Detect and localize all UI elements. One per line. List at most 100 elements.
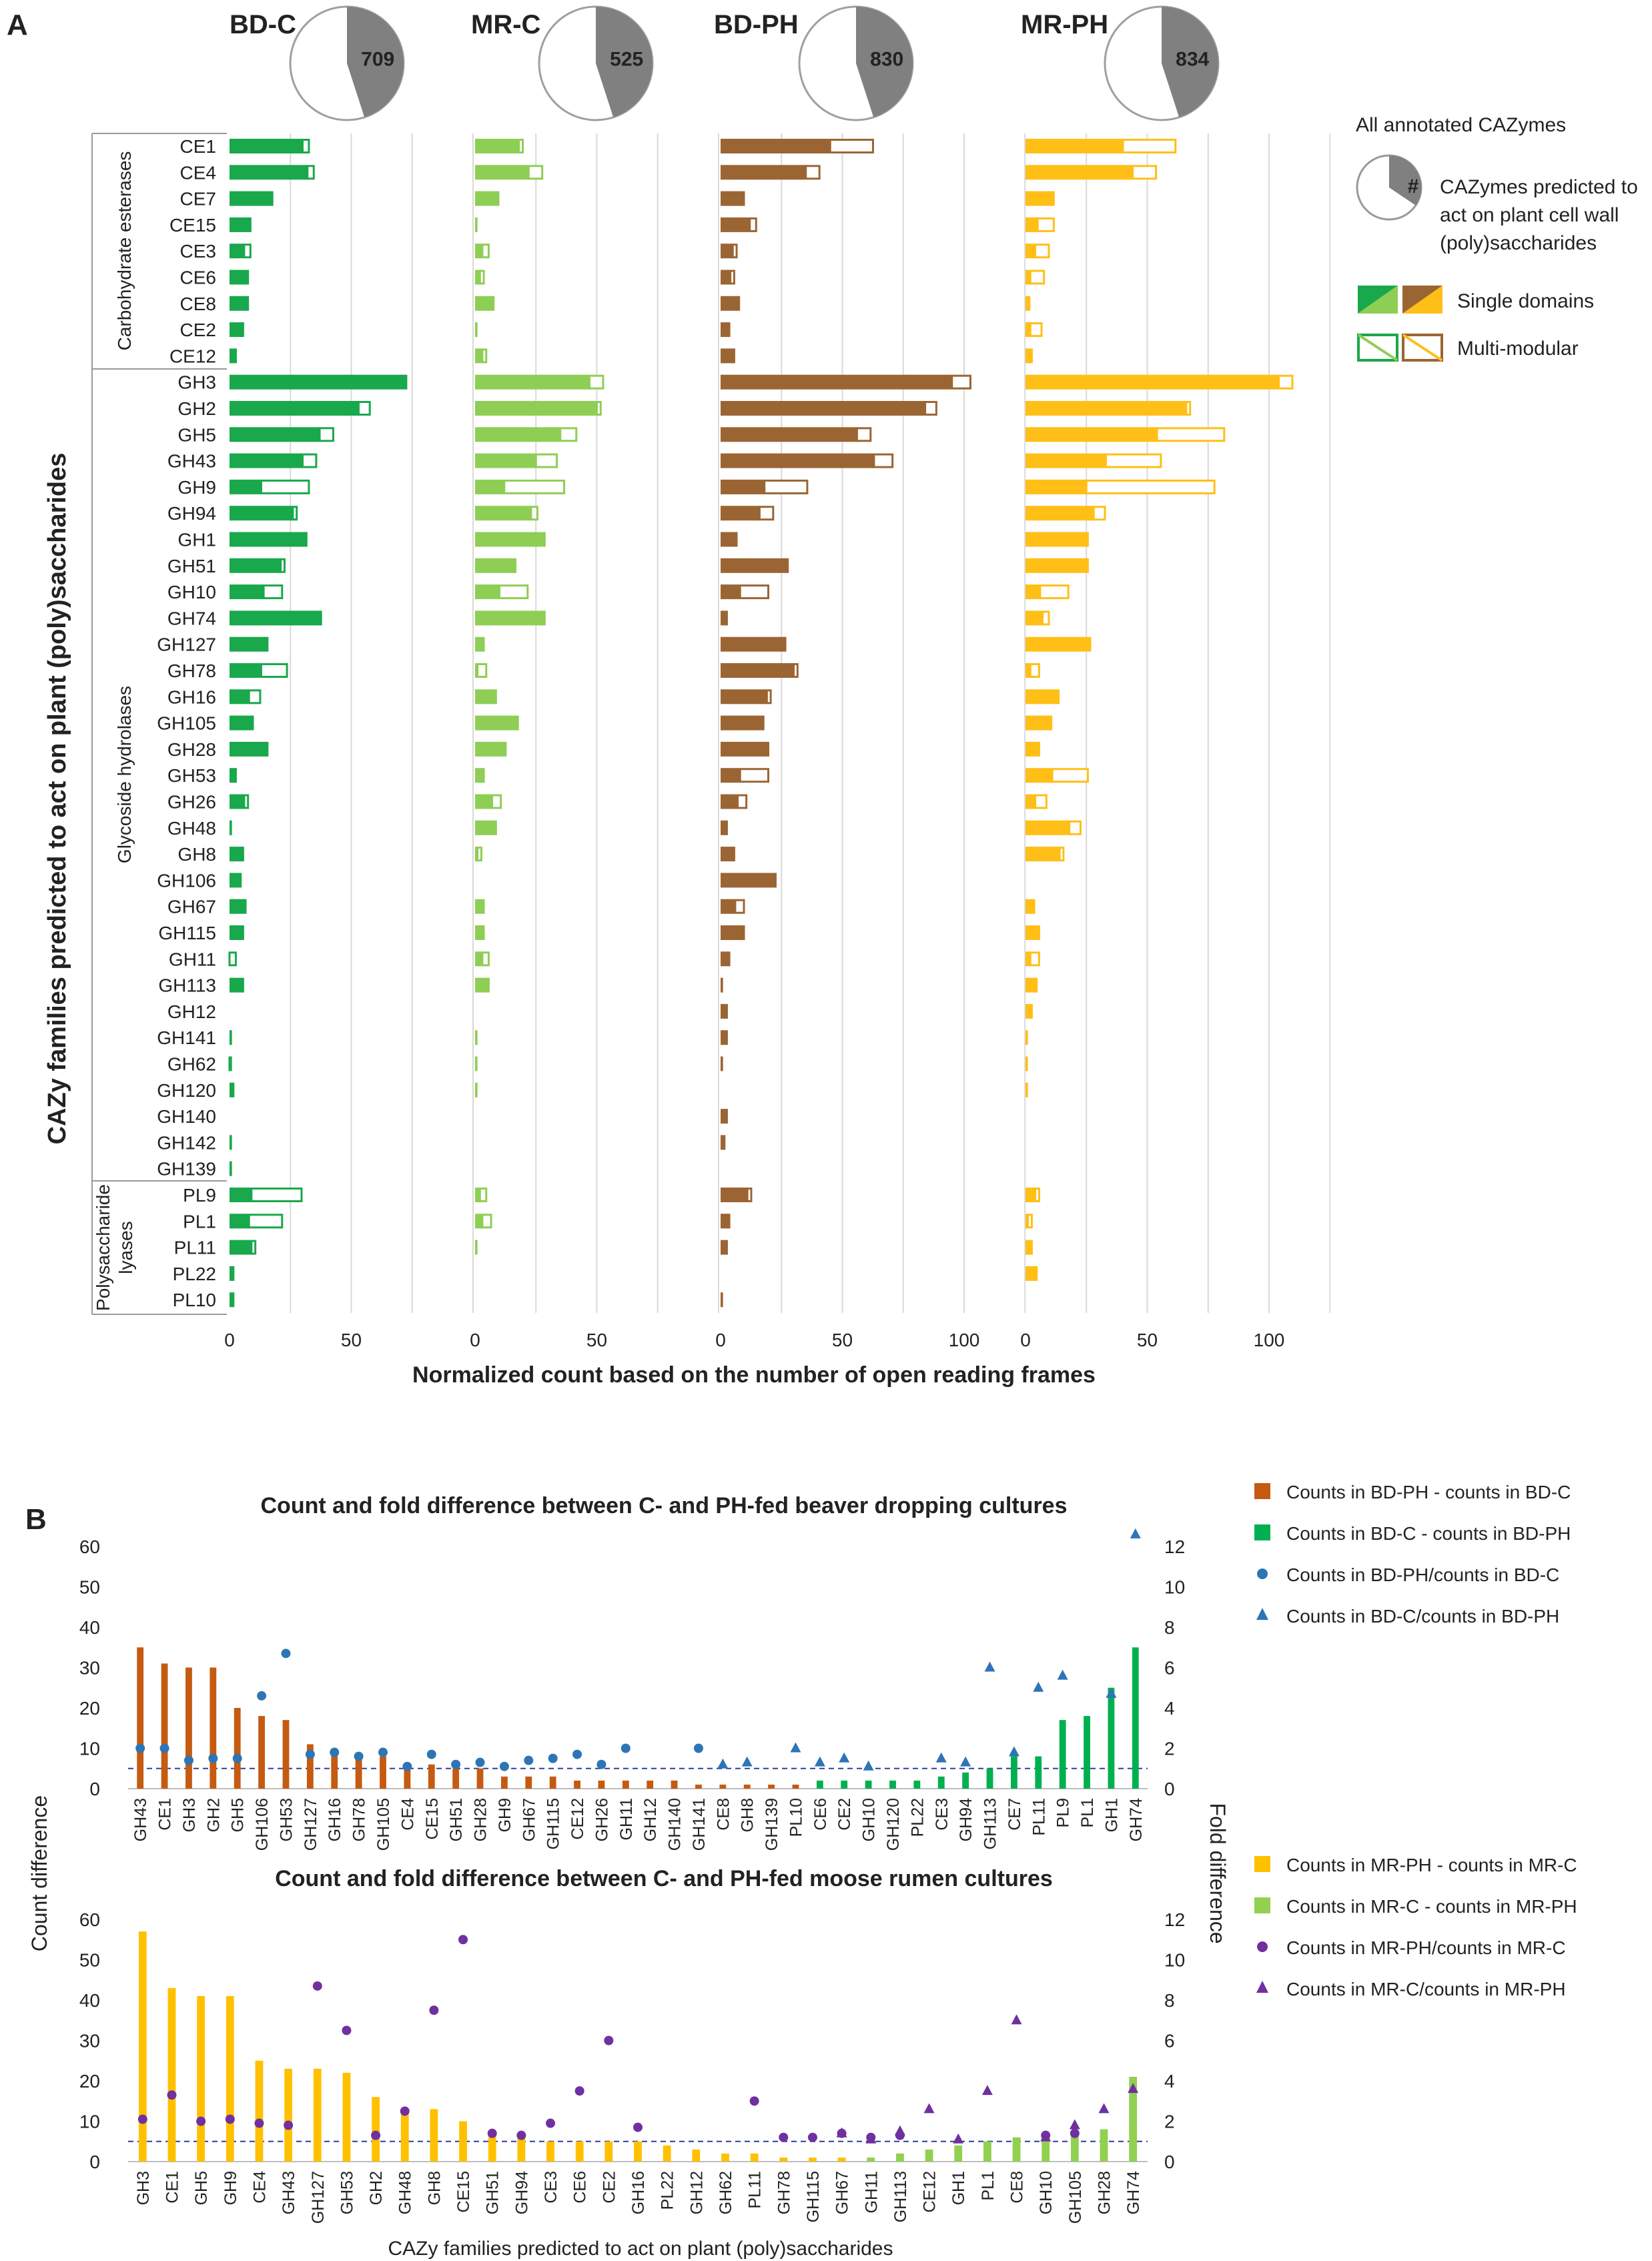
x-tick-gh67: GH67	[833, 2171, 852, 2214]
bar-gh106	[258, 1716, 266, 1789]
bar-single-bd-c-ce4	[230, 165, 308, 180]
bar-gh51	[452, 1768, 460, 1789]
x-tick-ce8: CE8	[714, 1798, 733, 1831]
bar-multi-mr-c-gh9	[503, 479, 566, 494]
bar-gh141	[695, 1784, 702, 1789]
y-tick-right-12: 12	[1164, 1536, 1185, 1557]
x-tick-gh1: GH1	[1102, 1798, 1121, 1832]
ratio-circle-gh94	[516, 2130, 526, 2140]
bar-multi-mr-ph-gh53	[1051, 768, 1089, 783]
bar-multi-mr-c-ce6	[478, 270, 485, 285]
bar-gh53	[342, 2072, 351, 2162]
ratio-triangle-gh105	[1069, 2119, 1080, 2130]
bar-gh26	[598, 1780, 605, 1789]
x-tick-mr-ph-100: 100	[1254, 1330, 1285, 1350]
x-tick-gh28: GH28	[472, 1798, 490, 1841]
bar-single-mr-c-ce3	[475, 244, 482, 259]
ratio-circle-gh115	[807, 2132, 817, 2142]
x-tick-ce6: CE6	[811, 1798, 830, 1831]
bar-single-mr-c-pl11	[475, 1240, 478, 1255]
bar-single-bd-c-gh1	[230, 532, 308, 547]
pie-wedge-mr-c	[596, 7, 653, 117]
bar-single-mr-ph-gh16	[1025, 689, 1060, 705]
ratio-circle-gh53	[281, 1649, 291, 1659]
ratio-circle-ce6	[574, 2086, 584, 2096]
ratio-circle-gh26	[596, 1759, 606, 1769]
category-label-pl10: PL10	[173, 1290, 216, 1310]
x-tick-ce1: CE1	[163, 2171, 181, 2204]
bar-multi-mr-ph-gh5	[1156, 427, 1226, 442]
bar-single-bd-c-gh74	[230, 610, 322, 626]
bar-pl10	[792, 1784, 799, 1789]
x-tick-gh43: GH43	[131, 1798, 150, 1841]
bar-multi-mr-ph-gh3	[1278, 374, 1294, 390]
x-tick-gh67: GH67	[520, 1798, 538, 1841]
bar-multi-bd-ph-gh94	[758, 506, 775, 521]
bar-single-mr-c-gh11	[475, 951, 482, 967]
bar-single-mr-ph-gh26	[1025, 794, 1036, 809]
y-tick-left-20: 20	[79, 2071, 100, 2092]
bar-single-bd-c-ce15	[230, 217, 252, 232]
legend-label-0: Counts in BD-PH - counts in BD-C	[1286, 1482, 1571, 1502]
bar-multi-bd-ph-ce8	[737, 296, 741, 311]
legend-label-1: Counts in BD-C - counts in BD-PH	[1286, 1523, 1571, 1544]
bar-single-bd-ph-ce8	[721, 296, 738, 311]
bar-multi-mr-ph-gh43	[1104, 453, 1162, 468]
bar-multi-bd-ph-gh26	[737, 794, 748, 809]
bar-single-bd-ph-gh43	[721, 453, 874, 468]
bar-single-mr-ph-ce12	[1025, 348, 1033, 364]
y-tick-right-0: 0	[1164, 2152, 1175, 2172]
y-tick-right-0: 0	[1164, 1779, 1175, 1799]
bar-multi-bd-ph-ce3	[731, 244, 738, 259]
bar-multi-bd-ph-ce1	[829, 139, 874, 153]
bar-gh11	[622, 1780, 629, 1789]
x-tick-gh141: GH141	[690, 1798, 709, 1851]
x-tick-bd-c-0: 0	[224, 1330, 235, 1350]
bar-single-bd-ph-gh12	[721, 1003, 728, 1019]
x-tick-gh74: GH74	[1127, 1798, 1146, 1841]
bar-ce6	[816, 1780, 823, 1789]
bar-single-bd-c-gh51	[230, 558, 281, 573]
bar-single-bd-ph-gh3	[721, 374, 952, 390]
bar-single-bd-c-pl1	[230, 1214, 250, 1229]
bar-single-bd-ph-gh141	[721, 1030, 728, 1045]
bar-multi-bd-c-gh78	[260, 663, 288, 678]
bar-single-bd-ph-gh78	[721, 663, 794, 678]
legend-swatch-0	[1254, 1856, 1270, 1872]
x-tick-bd-ph-0: 0	[715, 1330, 726, 1350]
bar-ce3	[937, 1776, 945, 1789]
bar-single-mr-c-gh94	[475, 506, 531, 521]
bar-ce12	[925, 2149, 933, 2162]
bar-multi-mr-ph-gh8	[1058, 847, 1065, 862]
bar-single-mr-ph-ce4	[1025, 165, 1133, 180]
legend-single-swatch-lightgreen	[1358, 286, 1398, 314]
category-label-gh94: GH94	[167, 503, 216, 524]
legend-predicted-line1: CAZymes predicted to	[1440, 176, 1638, 198]
bar-multi-bd-ph-gh3	[951, 374, 971, 390]
bar-gh43	[284, 2068, 293, 2162]
ratio-triangle-gh10	[863, 1760, 874, 1771]
bar-single-mr-c-gh48	[475, 820, 497, 835]
y-tick-right-8: 8	[1164, 1990, 1175, 2011]
ratio-circle-ce4	[254, 2118, 264, 2128]
ratio-triangle-gh1	[1106, 1687, 1117, 1698]
panel-a-y-axis-title: CAZy families predicted to act on plant …	[43, 453, 71, 1145]
category-label-gh28: GH28	[167, 739, 216, 760]
bar-single-mr-ph-gh10	[1025, 584, 1040, 600]
x-tick-gh74: GH74	[1124, 2171, 1143, 2214]
bar-multi-bd-c-gh26	[243, 794, 250, 809]
ratio-circle-gh5	[196, 2116, 206, 2126]
panel-b-chart-1: Count and fold difference between C- and…	[79, 1482, 1571, 1851]
bar-multi-mr-c-gh5	[559, 427, 578, 442]
x-tick-gh105: GH105	[374, 1798, 393, 1851]
bar-single-bd-ph-gh5	[721, 427, 857, 442]
legend-triangle-3	[1256, 1608, 1268, 1620]
legend-label-2: Counts in MR-PH/counts in MR-C	[1286, 1937, 1566, 1958]
facet-mr-c-grid	[535, 133, 719, 1313]
bar-single-bd-c-gh5	[230, 427, 320, 442]
bar-ce1	[161, 1663, 168, 1789]
y-tick-left-40: 40	[79, 1617, 100, 1638]
bar-multi-bd-ph-ce6	[729, 270, 735, 285]
ratio-circle-pl11	[749, 2096, 759, 2106]
x-tick-gh9: GH9	[496, 1798, 514, 1832]
